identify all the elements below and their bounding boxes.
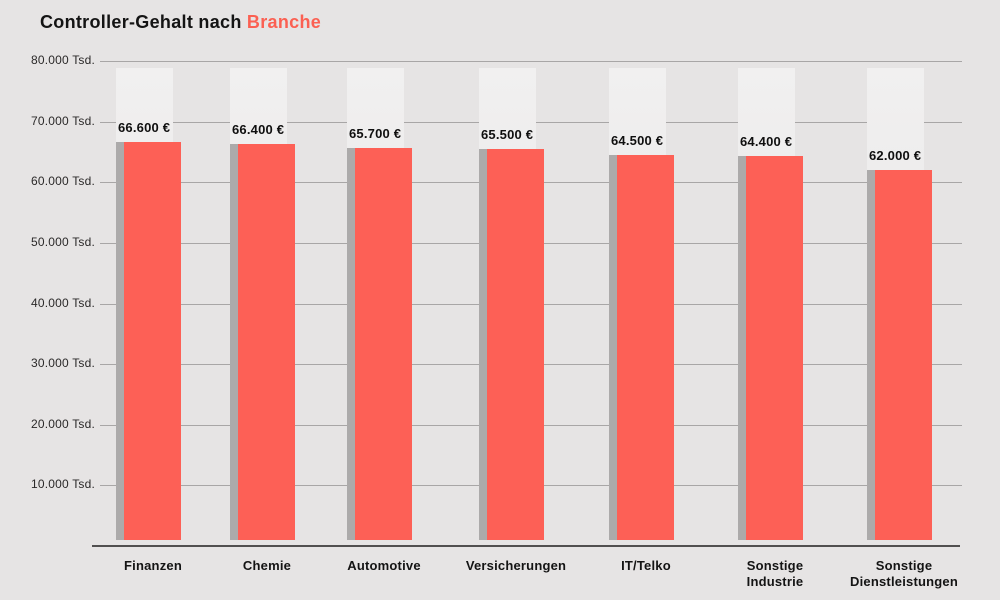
chart-title: Controller-Gehalt nach Branche <box>40 12 321 33</box>
x-axis-category-label: Sonstige Industrie <box>746 558 804 589</box>
y-axis-tick-label: 10.000 Tsd. <box>30 477 95 492</box>
bar-value-label: 65.700 € <box>349 126 402 141</box>
x-axis-category-label: Sonstige Dienstleistungen <box>850 558 958 589</box>
x-axis-category-label: Chemie <box>242 558 292 573</box>
x-axis-category-label: Versicherungen <box>465 558 567 573</box>
bar <box>746 156 803 540</box>
bar-value-label: 64.400 € <box>740 134 793 149</box>
chart-title-highlight: Branche <box>246 12 322 32</box>
bar <box>124 142 181 540</box>
bar-column: 62.000 € Sonstige Dienstleistungen <box>850 68 958 589</box>
y-axis-tick-label: 30.000 Tsd. <box>30 356 95 371</box>
bar-value-label: 65.500 € <box>481 127 534 142</box>
bar-column: 66.400 € Chemie <box>230 68 295 573</box>
bar <box>238 144 295 540</box>
x-axis-category-label: Automotive <box>347 558 421 573</box>
y-axis-tick-label: 60.000 Tsd. <box>30 174 95 189</box>
bar-value-label: 64.500 € <box>611 133 664 148</box>
bar <box>487 149 544 540</box>
bar-column: 64.400 € Sonstige Industrie <box>738 68 803 589</box>
bar-value-label: 62.000 € <box>869 148 922 163</box>
y-axis-tick-label: 40.000 Tsd. <box>30 295 95 310</box>
x-axis-category-label: IT/Telko <box>621 558 671 573</box>
bar-value-label: 66.400 € <box>232 122 285 137</box>
y-axis-tick-label: 80.000 Tsd. <box>30 53 95 68</box>
bar-value-label: 66.600 € <box>118 120 171 135</box>
chart-title-text: Controller-Gehalt nach <box>40 12 247 32</box>
bar-column: 64.500 € IT/Telko <box>609 68 674 573</box>
x-axis-line <box>92 545 960 547</box>
y-axis-tick-label: 50.000 Tsd. <box>30 235 95 249</box>
bar-column: 65.500 € Versicherungen <box>466 68 566 573</box>
bar-column: 66.600 € Finanzen <box>116 68 182 573</box>
x-axis-category-label: Finanzen <box>124 558 182 573</box>
bar <box>875 170 932 540</box>
y-axis-tick-label: 70.000 Tsd. <box>30 113 95 128</box>
bar <box>355 148 412 540</box>
y-axis-tick-label: 20.000 Tsd. <box>30 416 95 431</box>
bar <box>617 155 674 540</box>
gridline <box>100 61 962 63</box>
bar-column: 65.700 € Automotive <box>347 68 421 573</box>
